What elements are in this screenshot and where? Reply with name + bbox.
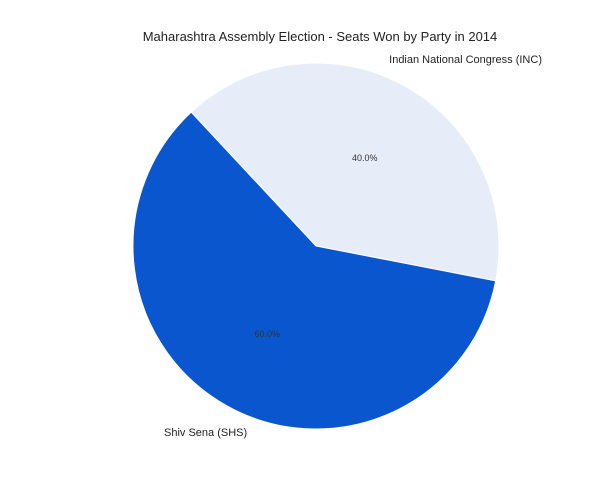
pie-percent-label-1: 40.0% — [352, 153, 378, 163]
pie-percent-label-2: 60.0% — [254, 329, 280, 339]
pie-slice-1 — [190, 62, 500, 282]
pie-labels: 40.0% Indian National Congress (INC) 60.0%… — [164, 54, 542, 439]
pie-category-label-2: Shiv Sena (SHS) — [164, 427, 247, 439]
pie-category-label-1: Indian National Congress (INC) — [389, 54, 542, 66]
pie-slices — [132, 62, 500, 430]
pie-slice-2 — [132, 111, 497, 430]
chart-title: Maharashtra Assembly Election - Seats Wo… — [143, 29, 498, 44]
